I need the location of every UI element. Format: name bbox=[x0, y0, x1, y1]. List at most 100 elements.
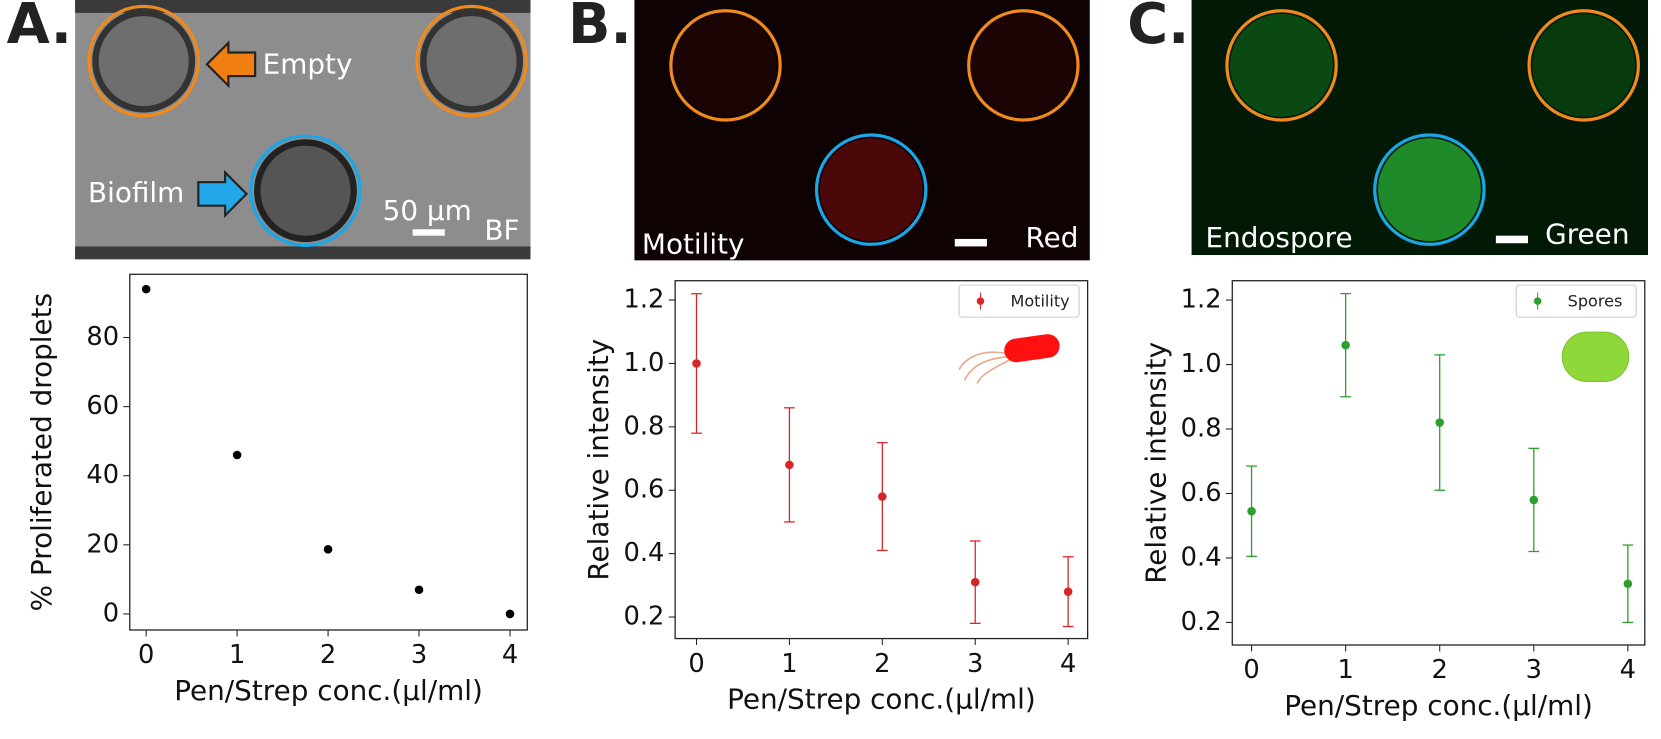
x-axis-label: Pen/Strep conc.(µl/ml) bbox=[174, 674, 483, 707]
legend-box bbox=[958, 284, 1080, 318]
y-axis-label: Relative intensity bbox=[1139, 342, 1172, 584]
y-tick-label: 0.6 bbox=[624, 475, 665, 505]
image-label: Red bbox=[1025, 221, 1078, 254]
data-point bbox=[232, 450, 242, 460]
data-point bbox=[878, 492, 887, 501]
droplet bbox=[254, 139, 357, 243]
droplet bbox=[819, 138, 923, 242]
y-tick-label: 0.2 bbox=[1181, 607, 1222, 637]
x-tick-label: 3 bbox=[967, 649, 983, 679]
data-point bbox=[1529, 495, 1539, 505]
y-tick-label: 40 bbox=[86, 460, 119, 490]
x-tick-label: 3 bbox=[1526, 655, 1542, 685]
y-tick-label: 60 bbox=[86, 391, 119, 421]
data-point bbox=[414, 585, 424, 595]
droplet-outline bbox=[814, 133, 928, 246]
image-label: BF bbox=[484, 213, 519, 246]
droplet bbox=[420, 9, 523, 113]
droplet bbox=[1378, 138, 1481, 242]
x-tick-label: 4 bbox=[1620, 655, 1636, 685]
arrow bbox=[205, 40, 257, 89]
y-axis-label: % Proliferated droplets bbox=[25, 293, 58, 611]
image-label: Empty bbox=[263, 47, 353, 80]
y-tick-label: 1.0 bbox=[624, 348, 665, 378]
y-tick-label: 80 bbox=[86, 322, 119, 352]
x-tick-label: 1 bbox=[229, 640, 245, 670]
droplet-outline bbox=[967, 9, 1080, 122]
plot-frame bbox=[1231, 280, 1646, 646]
scale-bar bbox=[954, 238, 987, 247]
scale-bar bbox=[412, 229, 445, 236]
droplet-outline bbox=[669, 9, 782, 122]
channel-wall bbox=[75, 0, 531, 13]
data-point bbox=[1341, 340, 1350, 350]
y-tick-label: 20 bbox=[86, 529, 119, 559]
image-label: Biofilm bbox=[88, 176, 184, 209]
y-tick-label: 0.6 bbox=[1181, 478, 1222, 508]
legend-box bbox=[1515, 284, 1637, 318]
legend-label: Motility bbox=[1011, 292, 1071, 311]
y-tick-label: 0.2 bbox=[624, 602, 665, 632]
x-axis-label: Pen/Strep conc.(µl/ml) bbox=[1284, 689, 1593, 722]
y-tick-label: 1.2 bbox=[1181, 285, 1222, 315]
image-label: Motility bbox=[642, 227, 745, 260]
x-tick-label: 3 bbox=[411, 640, 427, 670]
droplet-outline bbox=[1225, 9, 1338, 122]
y-axis-label: Relative intensity bbox=[582, 339, 615, 581]
x-tick-label: 1 bbox=[781, 649, 797, 679]
plot-frame bbox=[129, 273, 528, 631]
data-point bbox=[1063, 587, 1073, 596]
arrow bbox=[197, 169, 249, 218]
data-point bbox=[1435, 418, 1444, 427]
data-point bbox=[505, 609, 515, 619]
y-tick-label: 0 bbox=[103, 598, 119, 628]
spore-icon bbox=[1561, 331, 1630, 382]
droplet-outline bbox=[1527, 9, 1640, 122]
bacterium-icon bbox=[958, 334, 1060, 384]
droplet-outline bbox=[415, 4, 528, 118]
droplet bbox=[674, 13, 777, 117]
y-tick-label: 0.4 bbox=[624, 538, 665, 568]
x-tick-label: 1 bbox=[1337, 655, 1353, 685]
droplet-outline bbox=[249, 134, 362, 247]
x-tick-label: 2 bbox=[1432, 655, 1448, 685]
image-label: Endospore bbox=[1205, 221, 1352, 254]
y-tick-label: 0.4 bbox=[1181, 542, 1222, 572]
x-tick-label: 2 bbox=[320, 640, 336, 670]
data-point bbox=[692, 359, 701, 368]
x-axis-label: Pen/Strep conc.(µl/ml) bbox=[727, 683, 1036, 716]
data-point bbox=[785, 460, 794, 470]
y-tick-label: 1.0 bbox=[1181, 349, 1222, 379]
droplet bbox=[1230, 13, 1333, 117]
y-tick-label: 1.2 bbox=[624, 285, 665, 315]
image-label: 50 µm bbox=[383, 194, 472, 227]
data-point bbox=[1623, 579, 1633, 589]
data-point bbox=[141, 284, 151, 294]
x-tick-label: 4 bbox=[1060, 649, 1076, 679]
y-tick-label: 0.8 bbox=[1181, 414, 1222, 444]
data-point bbox=[323, 545, 333, 554]
legend-swatch bbox=[1533, 297, 1542, 305]
image-label: Green bbox=[1545, 218, 1629, 251]
droplet bbox=[971, 13, 1075, 117]
channel-wall bbox=[75, 246, 531, 260]
x-tick-label: 4 bbox=[502, 640, 518, 670]
droplet bbox=[92, 9, 196, 113]
panel-label: B. bbox=[568, 0, 632, 57]
droplet-outline bbox=[1373, 133, 1486, 246]
x-tick-label: 0 bbox=[1243, 655, 1259, 685]
data-point bbox=[1247, 506, 1256, 516]
legend-label: Spores bbox=[1568, 292, 1623, 311]
panel-label: C. bbox=[1127, 0, 1189, 57]
x-tick-label: 0 bbox=[138, 640, 154, 670]
legend-swatch bbox=[976, 297, 985, 305]
plot-frame bbox=[674, 280, 1089, 640]
y-tick-label: 0.8 bbox=[624, 411, 665, 441]
scale-bar bbox=[1495, 235, 1528, 244]
data-point bbox=[970, 577, 980, 587]
panel-label: A. bbox=[7, 0, 72, 57]
droplet-outline bbox=[87, 4, 200, 118]
droplet bbox=[1532, 13, 1636, 117]
